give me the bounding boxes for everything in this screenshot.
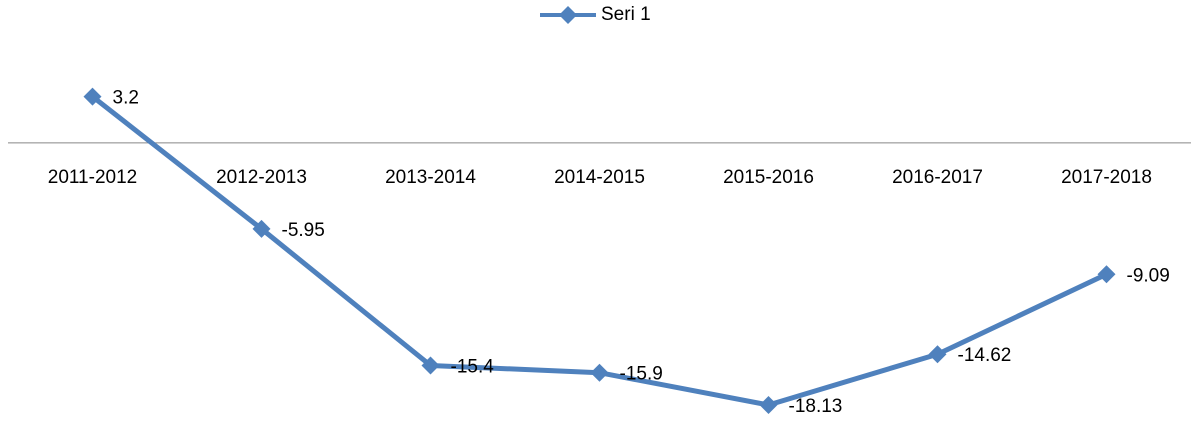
data-label: -9.09 (1127, 265, 1170, 286)
marker (590, 363, 609, 382)
legend-marker (559, 6, 577, 24)
marker (252, 219, 271, 238)
legend: Seri 1 (540, 4, 651, 25)
marker (759, 395, 778, 414)
marker (928, 345, 947, 364)
data-label: -5.95 (282, 220, 325, 241)
x-tick-label: 2015-2016 (723, 167, 814, 188)
data-label: 3.2 (113, 88, 139, 109)
x-tick-label: 2017-2018 (1061, 167, 1152, 188)
x-tick-label: 2013-2014 (385, 167, 476, 188)
data-label: -15.9 (620, 364, 663, 385)
data-label: -14.62 (958, 345, 1012, 366)
x-tick-label: 2016-2017 (892, 167, 983, 188)
x-tick-label: 2011-2012 (48, 167, 137, 188)
data-label: -15.4 (451, 357, 495, 378)
marker (421, 356, 440, 375)
marker (1097, 265, 1116, 284)
x-tick-label: 2014-2015 (554, 167, 645, 188)
x-tick-label: 2012-2013 (216, 167, 307, 188)
marker (83, 87, 102, 106)
data-label: -18.13 (789, 396, 843, 417)
legend-label: Seri 1 (601, 4, 651, 25)
